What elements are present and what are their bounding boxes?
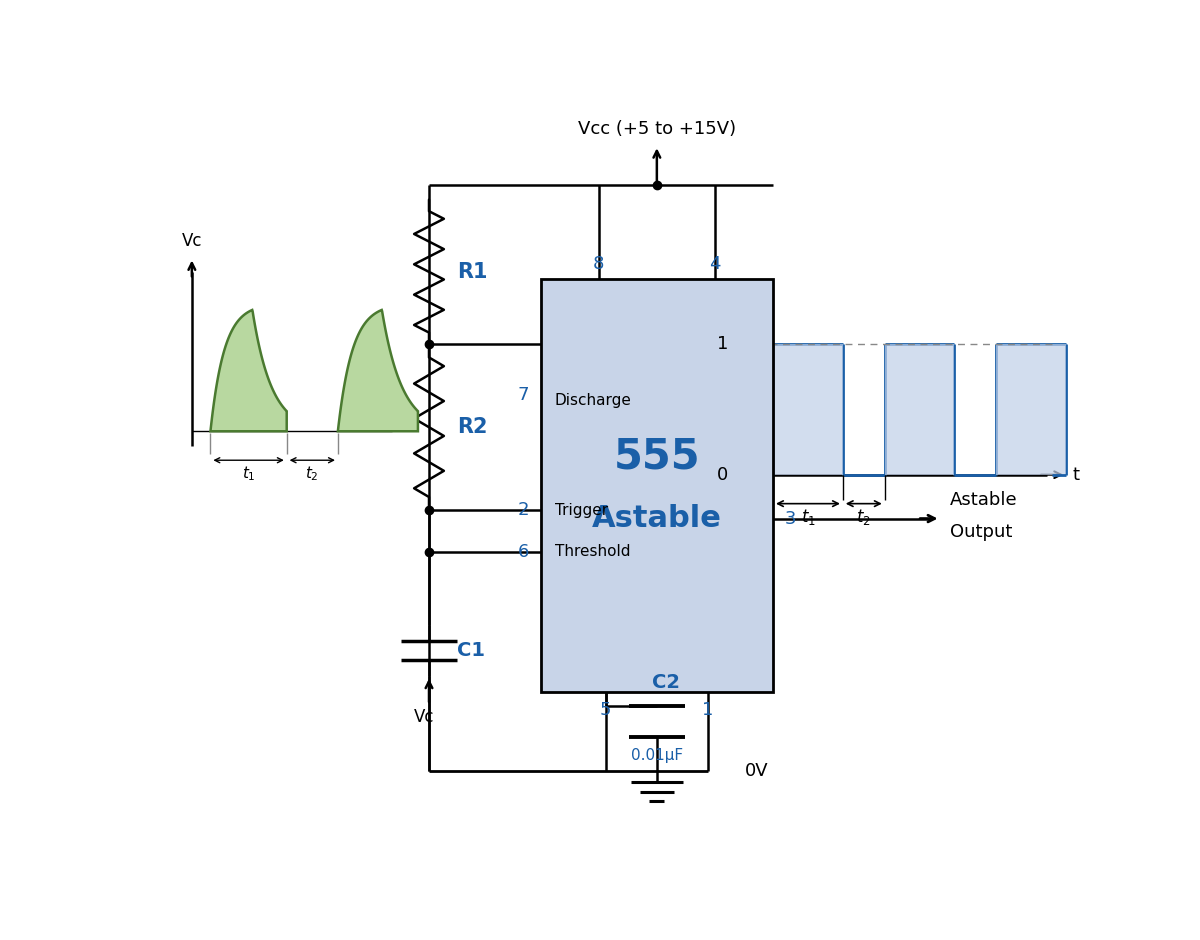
Bar [540,279,773,692]
Bar [996,344,1066,475]
Text: 2: 2 [518,501,529,519]
Text: 4: 4 [709,256,721,274]
Text: $t_2$: $t_2$ [857,508,871,527]
Text: Astable: Astable [949,492,1018,509]
Text: R1: R1 [457,262,487,282]
Text: 0V: 0V [745,762,769,780]
Text: $t_2$: $t_2$ [306,463,319,482]
Text: 1: 1 [702,700,714,718]
Bar [884,344,954,475]
Polygon shape [338,310,418,431]
Text: C2: C2 [652,673,680,692]
Text: Threshold: Threshold [554,544,630,559]
Text: R2: R2 [457,417,487,437]
Text: 0.01μF: 0.01μF [631,748,683,763]
Text: 3: 3 [785,509,796,527]
Text: t: t [1073,465,1080,484]
Text: Vc: Vc [181,232,202,250]
Bar [773,344,842,475]
Text: Astable: Astable [592,504,721,533]
Text: 6: 6 [518,542,529,560]
Text: Vc: Vc [414,709,434,727]
Text: C1: C1 [457,641,485,660]
Text: 555: 555 [613,435,700,478]
Text: 5: 5 [600,700,612,718]
Text: Trigger: Trigger [554,503,607,518]
Text: Vcc (+5 to +15V): Vcc (+5 to +15V) [577,120,736,138]
Text: 8: 8 [593,256,605,274]
Text: $t_1$: $t_1$ [800,508,816,527]
Text: $t_1$: $t_1$ [241,463,256,482]
Polygon shape [210,310,287,431]
Text: 1: 1 [718,336,728,353]
Text: Output: Output [949,523,1012,540]
Text: Discharge: Discharge [554,394,631,409]
Text: 0: 0 [718,465,728,484]
Text: 7: 7 [518,385,529,404]
